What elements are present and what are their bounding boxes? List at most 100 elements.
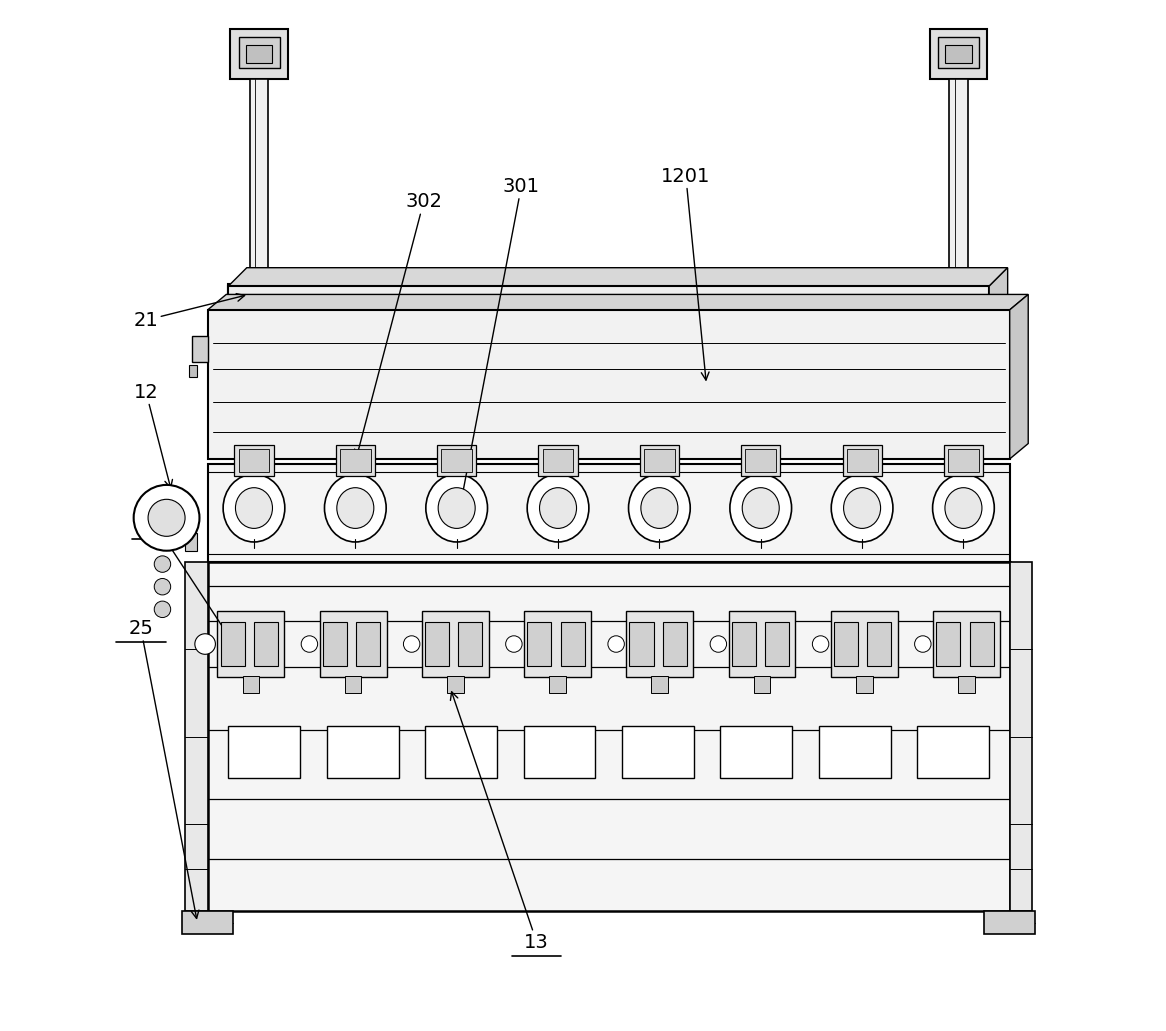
Bar [254, 623, 278, 666]
Bar [426, 726, 497, 777]
Bar [218, 610, 285, 677]
Bar [426, 623, 449, 666]
Bar [458, 623, 483, 666]
Bar [732, 623, 756, 666]
Bar [319, 610, 387, 677]
Bar [942, 294, 975, 310]
Text: 21: 21 [134, 294, 245, 330]
Bar [944, 444, 983, 475]
Bar [229, 287, 989, 315]
Bar [843, 444, 881, 475]
Ellipse shape [324, 474, 386, 542]
Bar [437, 444, 476, 475]
Bar [663, 623, 687, 666]
Circle shape [403, 636, 420, 653]
Circle shape [914, 636, 932, 653]
Bar [626, 610, 694, 677]
Ellipse shape [743, 488, 779, 529]
Bar [239, 448, 269, 471]
Bar [918, 726, 989, 777]
Bar [856, 676, 872, 693]
Circle shape [301, 636, 317, 653]
Bar [927, 285, 989, 335]
Bar [192, 336, 208, 362]
Ellipse shape [944, 488, 982, 529]
Ellipse shape [426, 474, 487, 542]
Bar [326, 726, 399, 777]
Bar [345, 676, 361, 693]
Bar [958, 676, 975, 693]
Bar [336, 444, 374, 475]
Bar [185, 562, 208, 911]
Bar [753, 676, 771, 693]
Bar [742, 444, 780, 475]
Bar [340, 448, 371, 471]
Bar [237, 295, 282, 325]
Ellipse shape [933, 474, 995, 542]
Polygon shape [1010, 295, 1028, 459]
Bar [524, 726, 596, 777]
Bar [933, 610, 1000, 677]
Ellipse shape [641, 488, 677, 529]
Bar [220, 623, 245, 666]
Bar [208, 310, 1010, 459]
Bar [765, 623, 789, 666]
Bar [243, 676, 259, 693]
Circle shape [134, 485, 199, 551]
Bar [239, 37, 280, 68]
Ellipse shape [628, 474, 690, 542]
Bar [929, 29, 988, 78]
Polygon shape [989, 268, 1007, 315]
Circle shape [148, 499, 185, 536]
Bar [630, 623, 654, 666]
Bar [243, 294, 275, 310]
Bar [422, 610, 489, 677]
Bar [231, 29, 288, 78]
Bar [944, 44, 971, 63]
Bar [984, 911, 1035, 934]
Bar [185, 533, 197, 552]
Bar [549, 676, 566, 693]
Bar [250, 78, 268, 290]
Text: 13: 13 [450, 692, 549, 952]
Circle shape [154, 601, 170, 618]
Ellipse shape [730, 474, 792, 542]
Bar [182, 911, 233, 934]
Polygon shape [229, 268, 1007, 287]
Bar [356, 623, 380, 666]
Circle shape [154, 556, 170, 572]
Bar [185, 513, 197, 526]
Bar [323, 623, 346, 666]
Ellipse shape [540, 488, 576, 529]
Bar [729, 610, 795, 677]
Text: 1201: 1201 [661, 167, 710, 380]
Bar [868, 623, 892, 666]
Bar [1010, 562, 1032, 911]
Bar [936, 623, 961, 666]
Bar [721, 726, 793, 777]
Ellipse shape [438, 488, 476, 529]
Ellipse shape [337, 488, 374, 529]
Bar [935, 295, 981, 325]
Bar [539, 444, 577, 475]
Text: 11: 11 [143, 517, 238, 651]
Ellipse shape [831, 474, 893, 542]
Bar [525, 610, 591, 677]
Circle shape [506, 636, 522, 653]
Bar [621, 726, 694, 777]
Circle shape [195, 634, 216, 655]
Ellipse shape [527, 474, 589, 542]
Circle shape [813, 636, 829, 653]
Bar [441, 448, 472, 471]
Text: 25: 25 [128, 619, 199, 919]
Bar [831, 610, 898, 677]
Bar [937, 37, 979, 68]
Bar [561, 623, 584, 666]
Ellipse shape [223, 474, 285, 542]
Bar [745, 448, 777, 471]
Bar [527, 623, 552, 666]
Text: 12: 12 [134, 383, 173, 488]
Ellipse shape [843, 488, 880, 529]
Bar [970, 623, 993, 666]
Circle shape [710, 636, 726, 653]
